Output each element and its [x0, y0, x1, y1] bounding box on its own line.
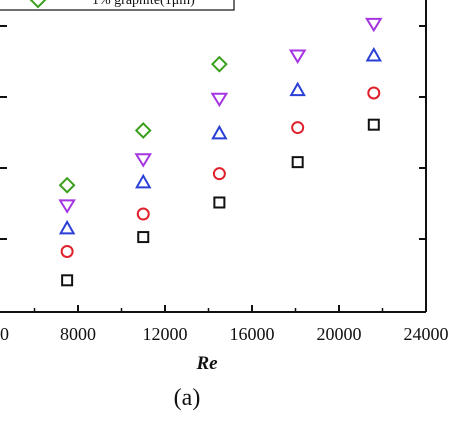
data-point — [136, 207, 150, 221]
data-point — [365, 46, 383, 62]
data-point — [135, 173, 152, 189]
data-point — [211, 124, 228, 140]
data-point — [367, 118, 380, 131]
data-point — [137, 231, 150, 244]
series-circle — [60, 86, 381, 258]
data-point — [291, 121, 305, 135]
data-point — [210, 92, 229, 108]
x-axis-title: Re — [195, 353, 218, 374]
data-point — [134, 153, 153, 168]
x-tick-label: 12000 — [143, 324, 188, 344]
legend: 1% graphite(1μm) — [0, 0, 235, 11]
legend-marker — [29, 0, 47, 9]
data-point — [367, 86, 381, 100]
x-tick-label: 16000 — [230, 324, 275, 344]
x-tick-label: 20000 — [317, 324, 362, 344]
data-point — [58, 199, 76, 214]
x-tick-label: 24000 — [404, 324, 449, 344]
data-point — [212, 167, 226, 181]
data-point — [60, 244, 74, 258]
data-point — [365, 17, 383, 33]
data-point — [288, 49, 307, 64]
data-point — [291, 156, 304, 169]
x-tick-label: 4000 — [0, 324, 9, 344]
legend-marker-diamond — [29, 0, 47, 9]
data-point — [58, 219, 76, 235]
series-triangle-up — [58, 46, 383, 235]
legend-label: 1% graphite(1μm) — [92, 0, 195, 8]
data-point — [213, 196, 226, 209]
data-point — [58, 176, 76, 194]
data-point — [289, 81, 306, 97]
series-square — [61, 118, 380, 287]
data-point — [61, 274, 74, 287]
x-tick-label: 8000 — [60, 324, 96, 344]
data-point — [210, 55, 228, 73]
data-points — [58, 17, 383, 287]
panel-label: (a) — [174, 385, 201, 411]
plot-frame — [0, 0, 427, 313]
series-diamond — [58, 55, 228, 194]
legend-box — [0, 0, 235, 11]
series-triangle-down — [58, 17, 383, 214]
x-axis: 4000 8000 12000 16000 20000 24000 — [0, 305, 449, 344]
data-point — [134, 122, 152, 139]
